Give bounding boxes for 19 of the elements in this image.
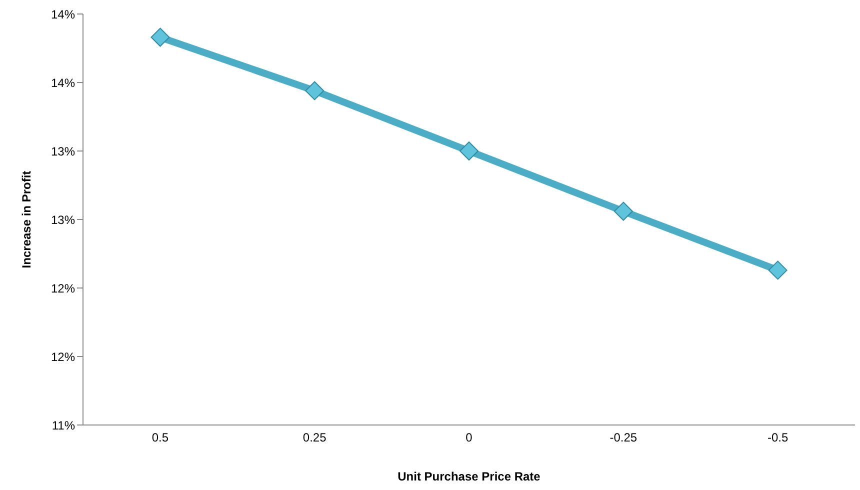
point <box>614 202 633 221</box>
point <box>150 28 170 47</box>
y-tick-label: 13% <box>50 144 76 158</box>
point <box>768 260 788 280</box>
x-tick-label: 0.5 <box>152 430 169 445</box>
y-tick-label: 12% <box>50 350 76 364</box>
y-tick-label: 14% <box>50 7 76 22</box>
x-tick-label: 0.25 <box>302 430 327 445</box>
x-axis-title: Unit Purchase Price Rate <box>398 470 541 484</box>
point <box>460 142 478 160</box>
x-tick-label: -0.25 <box>610 430 638 445</box>
y-tick-label: 14% <box>50 76 76 90</box>
x-tick-label: 0 <box>466 430 473 445</box>
x-tick-label: -0.5 <box>767 430 788 445</box>
y-tick-label: 13% <box>50 212 76 227</box>
y-tick-label: 12% <box>50 281 76 296</box>
y-axis-title: Increase in Profit <box>19 170 34 268</box>
y-tick-label: 11% <box>52 418 76 432</box>
point <box>305 81 324 100</box>
